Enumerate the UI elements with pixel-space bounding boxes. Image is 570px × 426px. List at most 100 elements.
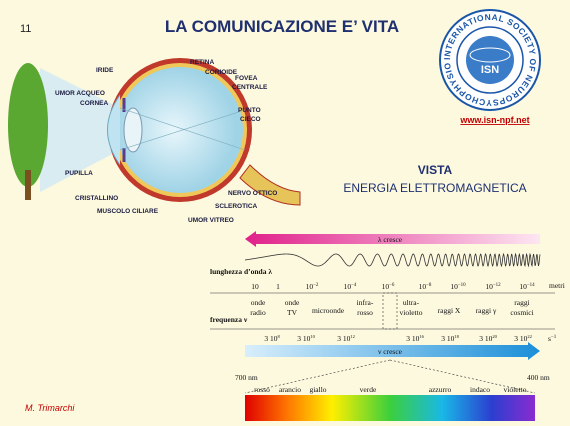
tick-exp: 16 <box>419 334 424 339</box>
eye-label: UMOR VITREO <box>188 217 234 224</box>
wavelength-tick: 10−6 <box>382 282 395 291</box>
unit: s <box>548 334 551 343</box>
frequency-tick: 3 1012 <box>337 334 355 343</box>
eye-label: CRISTALLINO <box>75 195 118 202</box>
wavelength-tick: 10−4 <box>344 282 357 291</box>
tick-base: 3 10 <box>297 334 310 343</box>
band-label: radio <box>250 308 266 317</box>
eye-label: MUSCOLO CILIARE <box>97 208 159 215</box>
band-label: onde <box>285 298 300 307</box>
color-label: verde <box>360 385 377 394</box>
tick-exp: 8 <box>277 334 280 339</box>
color-label: giallo <box>309 385 326 394</box>
band-label: infra- <box>357 298 374 307</box>
tick-base: 3 10 <box>264 334 277 343</box>
eye-label: FOVEA <box>235 75 258 82</box>
eye-diagram: IRIDE UMOR ACQUEO CORNEA PUPILLA CRISTAL… <box>8 58 301 224</box>
band-label: TV <box>287 308 298 317</box>
frequency-tick: 3 1016 <box>406 334 424 343</box>
tick-base: 10 <box>382 282 390 291</box>
axis-label: frequenza ν <box>210 315 248 324</box>
color-label: arancio <box>279 385 301 394</box>
eye-label: CIECO <box>240 116 261 123</box>
eye-label: CENTRALE <box>232 84 268 91</box>
subheading: ENERGIA ELETTROMAGNETICA <box>343 181 526 195</box>
eye-label: PUPILLA <box>65 170 93 177</box>
wavelength-tick: 10−2 <box>306 282 319 291</box>
arrow-label: λ cresce <box>378 235 403 244</box>
axis-label: lunghezza d’onda λ <box>210 267 272 276</box>
tick-exp: −12 <box>493 283 501 288</box>
author: M. Trimarchi <box>25 403 75 413</box>
eye-label: CORNEA <box>80 100 108 107</box>
frequency-tick: 3 108 <box>264 334 280 343</box>
tick-exp: −6 <box>389 283 395 288</box>
tick-exp: 22 <box>527 334 532 339</box>
band-label: violetto <box>400 308 423 317</box>
tick-exp: 18 <box>454 334 459 339</box>
tick-base: 3 10 <box>406 334 419 343</box>
wavelength-tick: 10−8 <box>419 282 432 291</box>
tick-exp: −10 <box>458 283 466 288</box>
svg-text:s−1: s−1 <box>548 334 557 343</box>
eye-label: SCLEROTICA <box>215 203 258 210</box>
tick-exp: −4 <box>351 283 357 288</box>
tick-base: 10 <box>419 282 427 291</box>
logo-acronym: ISN <box>481 64 499 76</box>
range-label: 400 nm <box>527 373 550 382</box>
range-label: 700 nm <box>235 373 258 382</box>
wavelength-tick: 10−14 <box>519 282 535 291</box>
eye-label: IRIDE <box>96 67 114 74</box>
slide-number: 11 <box>20 23 31 35</box>
tick-base: 3 10 <box>337 334 350 343</box>
tick-base: 3 10 <box>479 334 492 343</box>
eye-label: UMOR ACQUEO <box>55 90 105 97</box>
heading: VISTA <box>418 163 453 177</box>
url[interactable]: www.isn-npf.net <box>459 115 529 125</box>
spectrum: λ cresce lunghezza d’onda λ frequenza ν … <box>210 231 565 421</box>
wavelength-tick: 10−10 <box>450 282 466 291</box>
wavelength-tick: 1 <box>276 282 280 291</box>
tick-exp: −14 <box>527 283 535 288</box>
eye-label: RETINA <box>190 59 215 66</box>
tick-exp: −8 <box>426 283 432 288</box>
color-label: rosso <box>254 385 270 394</box>
wavelength-tick: 10−12 <box>485 282 501 291</box>
frequency-tick: 3 1010 <box>297 334 315 343</box>
tick-base: 3 10 <box>441 334 454 343</box>
frequency-tick: 3 1022 <box>514 334 532 343</box>
band-label: cosmici <box>510 308 533 317</box>
tick-base: 10 <box>344 282 352 291</box>
eye-label: CORIOIDE <box>205 69 238 76</box>
frequency-tick: 3 1018 <box>441 334 459 343</box>
tick-exp: 12 <box>350 334 355 339</box>
band-label: ultra- <box>403 298 420 307</box>
tick-base: 10 <box>485 282 493 291</box>
band-label: microonde <box>312 306 345 315</box>
frequency-tick: 3 1020 <box>479 334 497 343</box>
unit: metri <box>549 281 565 290</box>
color-label: azzurro <box>429 385 452 394</box>
wavelength-tick: 10 <box>251 282 259 291</box>
band-label: onde <box>251 298 266 307</box>
tick-base: 1 <box>276 282 280 291</box>
tick-exp: 10 <box>310 334 315 339</box>
band-label: raggi γ <box>476 306 497 315</box>
color-label: indaco <box>470 385 490 394</box>
tick-base: 10 <box>306 282 314 291</box>
band-label: rosso <box>357 308 373 317</box>
tick-exp: −2 <box>313 283 319 288</box>
eye-label: NERVO OTTICO <box>228 190 277 197</box>
tick-base: 10 <box>251 282 259 291</box>
tick-exp: 20 <box>492 334 497 339</box>
title: LA COMUNICAZIONE E’ VITA <box>165 17 399 36</box>
tick-base: 10 <box>519 282 527 291</box>
arrow-label: ν cresce <box>378 347 403 356</box>
eye-label: PUNTO <box>238 107 261 114</box>
tick-base: 3 10 <box>514 334 527 343</box>
band-label: raggi X <box>438 306 461 315</box>
tick-base: 10 <box>450 282 458 291</box>
unit-exp: −1 <box>551 335 557 340</box>
band-label: raggi <box>514 298 529 307</box>
